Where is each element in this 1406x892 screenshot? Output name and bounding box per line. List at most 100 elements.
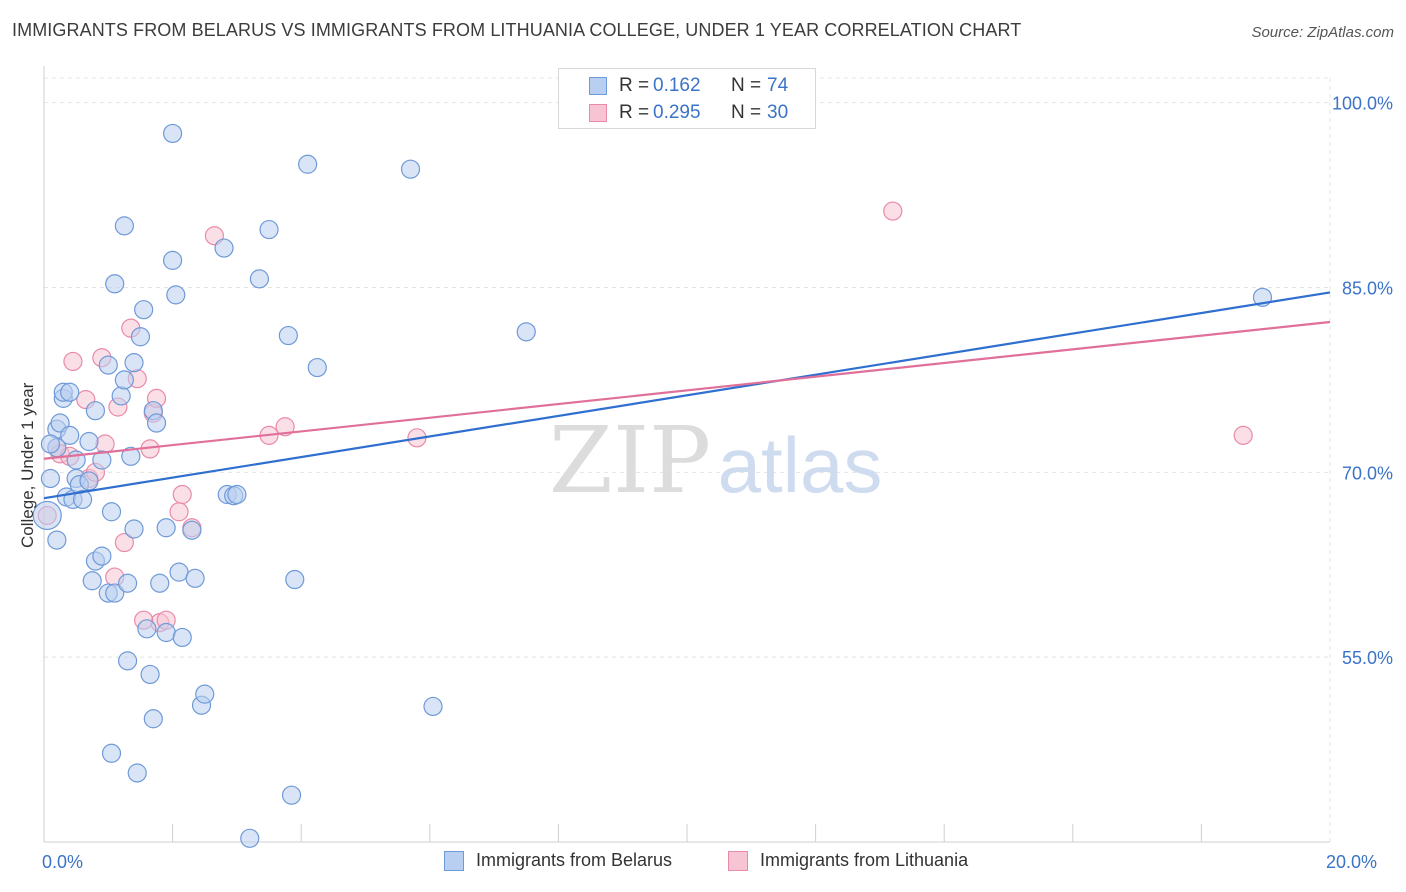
belarus-point xyxy=(101,502,122,522)
belarus-point xyxy=(60,425,80,445)
belarus-point xyxy=(121,446,141,466)
belarus-point xyxy=(85,401,106,421)
legend-item-belarus[interactable]: Immigrants from Belarus xyxy=(444,850,672,871)
stats-legend: R = 0.162 N = 74 R = 0.295 N = 30 xyxy=(558,68,816,129)
r-key: R = xyxy=(619,102,650,123)
belarus-point xyxy=(117,651,138,671)
stats-row-lithuania: R = 0.295 N = 30 xyxy=(559,100,788,126)
belarus-point xyxy=(47,530,67,550)
lithuania-point xyxy=(114,532,134,553)
lithuania-point xyxy=(169,502,189,522)
belarus-point xyxy=(249,269,270,289)
belarus-point xyxy=(150,573,170,593)
y-tick-label: 55.0% xyxy=(1342,648,1393,668)
n-key: N = xyxy=(731,102,762,123)
belarus-point xyxy=(195,684,215,704)
belarus-point xyxy=(163,123,183,144)
belarus-point xyxy=(60,382,80,402)
belarus-point xyxy=(32,500,62,531)
belarus-point xyxy=(127,763,147,783)
belarus-point xyxy=(214,238,234,258)
lithuania-swatch xyxy=(589,104,607,122)
r-value: 0.162 xyxy=(653,75,701,96)
belarus-point xyxy=(156,518,176,538)
belarus-point xyxy=(105,583,125,603)
belarus-point xyxy=(117,573,138,593)
belarus-point xyxy=(146,413,167,433)
n-value: 74 xyxy=(767,75,789,96)
y-tick-label: 100.0% xyxy=(1332,94,1393,114)
belarus-point xyxy=(130,327,151,347)
belarus-swatch xyxy=(589,77,607,95)
belarus-point xyxy=(92,546,112,566)
belarus-point xyxy=(40,468,61,489)
legend-item-lithuania[interactable]: Immigrants from Lithuania xyxy=(728,850,968,871)
belarus-point xyxy=(516,322,536,342)
belarus-point xyxy=(105,274,125,294)
n-key: N = xyxy=(731,75,762,96)
legend-label: Immigrants from Belarus xyxy=(476,850,673,870)
trend-lines xyxy=(43,291,1331,500)
belarus-point xyxy=(82,571,102,591)
lithuania-point xyxy=(275,417,295,437)
belarus-point xyxy=(156,622,176,643)
belarus-point xyxy=(124,519,144,539)
belarus-point xyxy=(92,450,112,470)
belarus-point xyxy=(278,325,298,346)
watermark: ZIP atlas xyxy=(549,407,882,514)
x-tick-label-max: 20.0% xyxy=(1326,852,1378,872)
belarus-point xyxy=(114,216,134,236)
n-value: 30 xyxy=(767,102,789,123)
legend-label: Immigrants from Lithuania xyxy=(760,850,969,870)
r-value: 0.295 xyxy=(653,102,701,123)
belarus-point xyxy=(137,619,157,639)
belarus-point xyxy=(72,489,93,510)
lithuania-point xyxy=(1233,425,1253,445)
belarus-points xyxy=(32,123,1273,848)
belarus-point xyxy=(111,386,131,406)
belarus-point xyxy=(79,471,99,491)
belarus-point xyxy=(124,353,144,373)
r-key: R = xyxy=(619,75,650,96)
belarus-point xyxy=(259,219,279,240)
belarus-point xyxy=(163,250,183,270)
lithuania-point xyxy=(63,351,83,372)
belarus-point xyxy=(281,785,302,805)
y-axis-label: College, Under 1 year xyxy=(18,382,37,548)
belarus-point xyxy=(182,520,202,540)
belarus-point xyxy=(227,484,247,505)
belarus-point xyxy=(79,431,99,452)
chart-title: IMMIGRANTS FROM BELARUS VS IMMIGRANTS FR… xyxy=(12,20,1022,40)
y-tick-label: 85.0% xyxy=(1342,278,1393,298)
stats-row-belarus: R = 0.162 N = 74 xyxy=(559,73,788,99)
source-credit: Source: ZipAtlas.com xyxy=(1251,24,1394,41)
belarus-trend-line xyxy=(43,291,1331,500)
belarus-point xyxy=(240,828,260,848)
lithuania-trend-line xyxy=(43,320,1331,460)
y-tick-labels: 55.0% 70.0% 85.0% 100.0% xyxy=(1332,94,1393,669)
watermark-zip: ZIP xyxy=(549,407,711,514)
belarus-point xyxy=(101,743,122,763)
belarus-point xyxy=(114,370,134,390)
lithuania-point xyxy=(172,484,192,505)
belarus-point xyxy=(169,562,189,582)
lithuania-point xyxy=(95,434,115,454)
lithuania-swatch xyxy=(728,850,748,871)
belarus-point xyxy=(172,627,192,648)
belarus-point xyxy=(166,285,186,305)
watermark-atlas: atlas xyxy=(718,421,883,509)
belarus-swatch xyxy=(444,850,464,871)
belarus-point xyxy=(134,300,154,320)
belarus-point xyxy=(40,434,61,454)
belarus-point xyxy=(307,357,327,378)
y-tick-label: 70.0% xyxy=(1342,463,1393,483)
series-legend: Immigrants from Belarus Immigrants from … xyxy=(0,850,1406,878)
belarus-point xyxy=(298,154,318,174)
belarus-point xyxy=(185,568,205,588)
belarus-point xyxy=(143,709,163,729)
belarus-point xyxy=(423,696,443,717)
belarus-point xyxy=(400,159,421,179)
belarus-point xyxy=(98,355,118,375)
belarus-point xyxy=(285,569,305,590)
